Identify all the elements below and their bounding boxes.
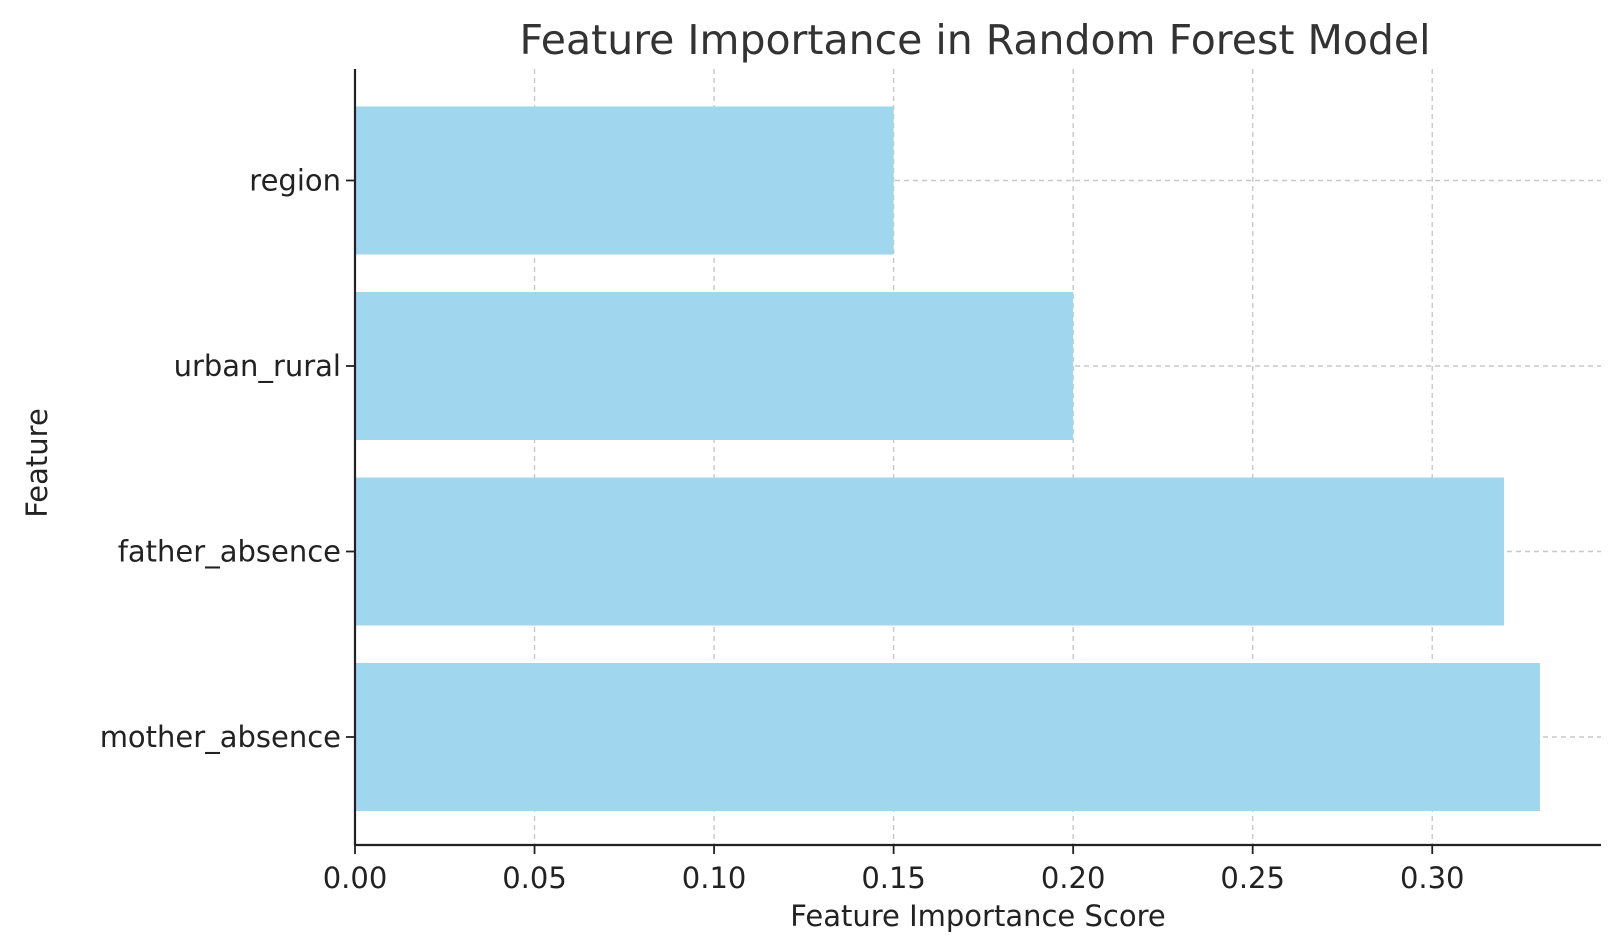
bar-urban-rural [355, 292, 1074, 440]
bar-mother-absence [355, 663, 1540, 811]
bar-region [355, 106, 894, 255]
x-tick-label: 0.30 [1400, 861, 1465, 895]
x-tick-label: 0.10 [682, 861, 747, 895]
x-tick-label: 0.25 [1220, 861, 1285, 895]
axes-layer [353, 69, 1601, 847]
y-tick-label: mother_absence [100, 720, 341, 754]
bars-layer [355, 106, 1540, 811]
bar-father-absence [355, 477, 1505, 626]
x-tick-label: 0.20 [1041, 861, 1106, 895]
x-tick-label: 0.15 [861, 861, 926, 895]
y-axis-label: Feature [20, 408, 54, 518]
x-tick-label: 0.05 [502, 861, 567, 895]
y-tick-label: urban_rural [174, 349, 341, 383]
x-tick-label: 0.00 [323, 861, 388, 895]
y-tick-label: region [249, 164, 341, 198]
y-tick-label: father_absence [118, 535, 341, 569]
y-ticks: mother_absence father_absence urban_rural r… [100, 164, 355, 754]
x-axis-label: Feature Importance Score [790, 899, 1165, 933]
x-ticks: 0.00 0.05 0.10 0.15 0.20 0.25 0.30 [323, 845, 1465, 895]
chart-title: Feature Importance in Random Forest Mode… [519, 16, 1430, 64]
